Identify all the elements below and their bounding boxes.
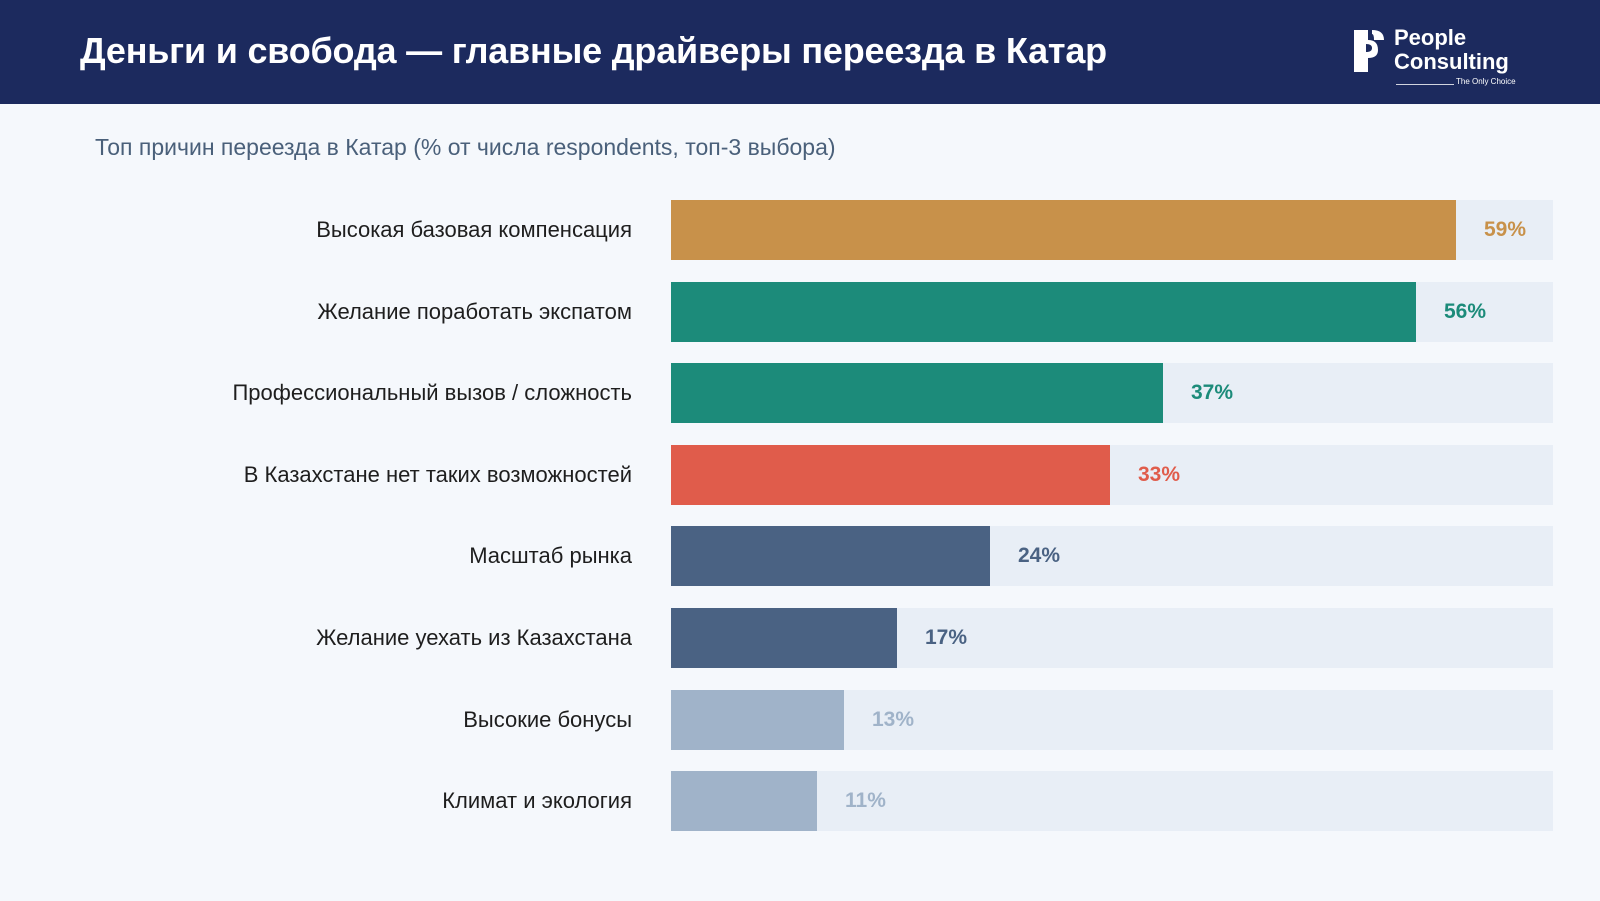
- bar: [671, 771, 817, 831]
- bar: [671, 445, 1110, 505]
- bar: [671, 608, 897, 668]
- value-label: 17%: [925, 626, 968, 649]
- category-label: Высокие бонусы: [463, 707, 632, 732]
- bar-row: Масштаб рынка 24%: [0, 526, 1600, 586]
- page-title: Деньги и свобода — главные драйверы пере…: [80, 30, 1107, 71]
- category-label: Климат и экология: [442, 788, 632, 813]
- logo-underline: [1396, 84, 1454, 85]
- bar-row: Высокая базовая компенсация 59%: [0, 200, 1600, 260]
- value-label: 11%: [845, 789, 886, 812]
- bar-row: Высокие бонусы 13%: [0, 690, 1600, 750]
- category-label: Профессиональный вызов / сложность: [232, 380, 632, 405]
- bar: [671, 526, 990, 586]
- chart-title: Топ причин переезда в Катар (% от числа …: [95, 134, 836, 160]
- bar-row: Желание уехать из Казахстана 17%: [0, 608, 1600, 668]
- logo-line1: People: [1394, 25, 1467, 50]
- bar-row: Климат и экология 11%: [0, 771, 1600, 831]
- bar: [671, 690, 844, 750]
- bar: [671, 282, 1416, 342]
- value-label: 24%: [1018, 544, 1061, 567]
- value-label: 33%: [1138, 463, 1181, 486]
- company-logo: People Consulting The Only Choice: [1352, 26, 1532, 90]
- value-label: 37%: [1191, 381, 1234, 404]
- category-label: Масштаб рынка: [469, 543, 632, 568]
- logo-line2: Consulting: [1394, 49, 1509, 74]
- bar: [671, 363, 1163, 423]
- bar-row: В Казахстане нет таких возможностей 33%: [0, 445, 1600, 505]
- header-bar: Деньги и свобода — главные драйверы пере…: [0, 0, 1600, 104]
- value-label: 59%: [1484, 218, 1527, 241]
- logo-tagline: The Only Choice: [1456, 77, 1516, 86]
- category-label: Высокая базовая компенсация: [316, 217, 632, 242]
- bar: [671, 200, 1456, 260]
- logo-wordmark: People Consulting: [1394, 26, 1509, 74]
- bar-row: Желание поработать экспатом 56%: [0, 282, 1600, 342]
- category-label: В Казахстане нет таких возможностей: [243, 462, 632, 487]
- category-label: Желание уехать из Казахстана: [316, 625, 632, 650]
- category-label: Желание поработать экспатом: [317, 299, 632, 324]
- bar-track: [671, 771, 1553, 831]
- value-label: 56%: [1444, 300, 1487, 323]
- bar-row: Профессиональный вызов / сложность 37%: [0, 363, 1600, 423]
- people-consulting-logo-icon: [1354, 30, 1384, 72]
- value-label: 13%: [872, 708, 915, 731]
